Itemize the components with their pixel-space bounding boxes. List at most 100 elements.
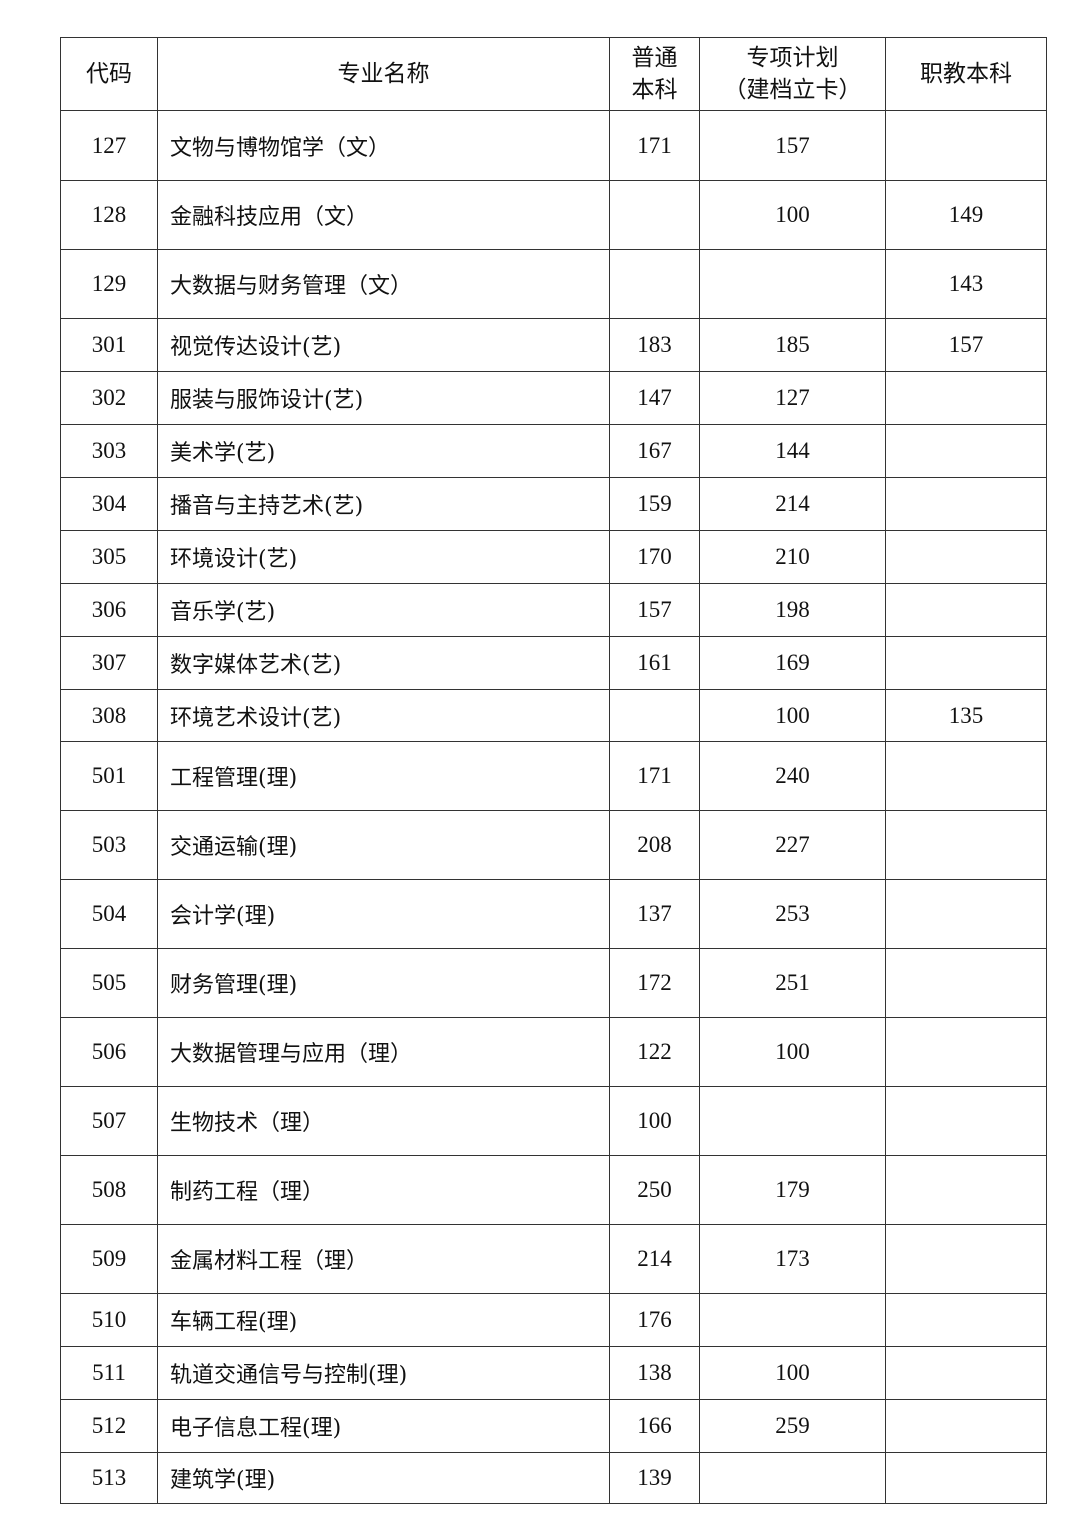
vocational-cell	[885, 1346, 1047, 1400]
name-cell: 建筑学(理)	[157, 1452, 610, 1504]
name-cell: 播音与主持艺术(艺)	[157, 477, 610, 531]
code-cell: 305	[60, 530, 158, 584]
name-cell: 音乐学(艺)	[157, 583, 610, 637]
vocational-cell	[885, 948, 1047, 1018]
general-cell: 137	[609, 879, 700, 949]
header-general: 普通本科	[609, 37, 700, 111]
special-cell: 259	[699, 1399, 886, 1453]
table-row: 129 大数据与财务管理（文） 143	[60, 249, 1047, 319]
general-cell: 161	[609, 636, 700, 690]
vocational-cell: 149	[885, 180, 1047, 250]
name-cell: 大数据与财务管理（文）	[157, 249, 610, 319]
code-cell: 304	[60, 477, 158, 531]
special-cell: 157	[699, 110, 886, 181]
special-cell: 169	[699, 636, 886, 690]
special-cell	[699, 1452, 886, 1504]
vocational-cell	[885, 810, 1047, 880]
table-row: 301 视觉传达设计(艺) 183 185 157	[60, 318, 1047, 372]
vocational-cell	[885, 110, 1047, 181]
name-cell: 金融科技应用（文）	[157, 180, 610, 250]
general-cell	[609, 689, 700, 742]
general-cell: 166	[609, 1399, 700, 1453]
name-cell: 会计学(理)	[157, 879, 610, 949]
header-special-line2: （建档立卡）	[723, 77, 862, 103]
table-row: 512 电子信息工程(理) 166 259	[60, 1399, 1047, 1453]
table-row: 302 服装与服饰设计(艺) 147 127	[60, 371, 1047, 425]
score-table: 代码 专业名称 普通本科 专项计划 （建档立卡） 职教本科 127 文物与博物馆学…	[60, 37, 1047, 1504]
special-cell: 100	[699, 1346, 886, 1400]
name-cell: 环境设计(艺)	[157, 530, 610, 584]
table-row: 128 金融科技应用（文） 100 149	[60, 180, 1047, 250]
vocational-cell	[885, 477, 1047, 531]
general-cell: 159	[609, 477, 700, 531]
code-cell: 508	[60, 1155, 158, 1225]
vocational-cell: 135	[885, 689, 1047, 742]
table-row: 505 财务管理(理) 172 251	[60, 948, 1047, 1018]
name-cell: 生物技术（理）	[157, 1086, 610, 1156]
special-cell: 100	[699, 1017, 886, 1087]
general-cell: 183	[609, 318, 700, 372]
special-cell: 100	[699, 689, 886, 742]
code-cell: 302	[60, 371, 158, 425]
special-cell: 173	[699, 1224, 886, 1294]
vocational-cell	[885, 371, 1047, 425]
vocational-cell	[885, 530, 1047, 584]
code-cell: 503	[60, 810, 158, 880]
vocational-cell	[885, 583, 1047, 637]
header-name: 专业名称	[157, 37, 610, 111]
name-cell: 环境艺术设计(艺)	[157, 689, 610, 742]
vocational-cell: 143	[885, 249, 1047, 319]
general-cell: 157	[609, 583, 700, 637]
table-row: 506 大数据管理与应用（理） 122 100	[60, 1017, 1047, 1087]
name-cell: 数字媒体艺术(艺)	[157, 636, 610, 690]
special-cell: 198	[699, 583, 886, 637]
special-cell	[699, 1293, 886, 1347]
vocational-cell	[885, 879, 1047, 949]
code-cell: 505	[60, 948, 158, 1018]
table-row: 511 轨道交通信号与控制(理) 138 100	[60, 1346, 1047, 1400]
vocational-cell	[885, 1399, 1047, 1453]
code-cell: 301	[60, 318, 158, 372]
table-row: 127 文物与博物馆学（文） 171 157	[60, 110, 1047, 181]
special-cell: 214	[699, 477, 886, 531]
table-row: 508 制药工程（理） 250 179	[60, 1155, 1047, 1225]
header-general-label: 普通本科	[631, 45, 678, 103]
header-special-line1: 专项计划	[746, 45, 839, 71]
special-cell: 179	[699, 1155, 886, 1225]
name-cell: 财务管理(理)	[157, 948, 610, 1018]
code-cell: 129	[60, 249, 158, 319]
special-cell: 127	[699, 371, 886, 425]
general-cell: 208	[609, 810, 700, 880]
vocational-cell: 157	[885, 318, 1047, 372]
code-cell: 507	[60, 1086, 158, 1156]
general-cell: 170	[609, 530, 700, 584]
general-cell: 122	[609, 1017, 700, 1087]
special-cell: 144	[699, 424, 886, 478]
name-cell: 工程管理(理)	[157, 741, 610, 811]
general-cell: 167	[609, 424, 700, 478]
table-row: 308 环境艺术设计(艺) 100 135	[60, 689, 1047, 742]
table-row: 304 播音与主持艺术(艺) 159 214	[60, 477, 1047, 531]
special-cell: 210	[699, 530, 886, 584]
code-cell: 504	[60, 879, 158, 949]
table-row: 307 数字媒体艺术(艺) 161 169	[60, 636, 1047, 690]
special-cell: 251	[699, 948, 886, 1018]
table-row: 504 会计学(理) 137 253	[60, 879, 1047, 949]
special-cell	[699, 249, 886, 319]
vocational-cell	[885, 1155, 1047, 1225]
vocational-cell	[885, 1086, 1047, 1156]
special-cell: 100	[699, 180, 886, 250]
table-row: 503 交通运输(理) 208 227	[60, 810, 1047, 880]
code-cell: 308	[60, 689, 158, 742]
table-row: 305 环境设计(艺) 170 210	[60, 530, 1047, 584]
general-cell: 100	[609, 1086, 700, 1156]
vocational-cell	[885, 424, 1047, 478]
table-row: 306 音乐学(艺) 157 198	[60, 583, 1047, 637]
special-cell: 227	[699, 810, 886, 880]
general-cell: 172	[609, 948, 700, 1018]
name-cell: 文物与博物馆学（文）	[157, 110, 610, 181]
name-cell: 轨道交通信号与控制(理)	[157, 1346, 610, 1400]
general-cell: 147	[609, 371, 700, 425]
name-cell: 交通运输(理)	[157, 810, 610, 880]
code-cell: 510	[60, 1293, 158, 1347]
